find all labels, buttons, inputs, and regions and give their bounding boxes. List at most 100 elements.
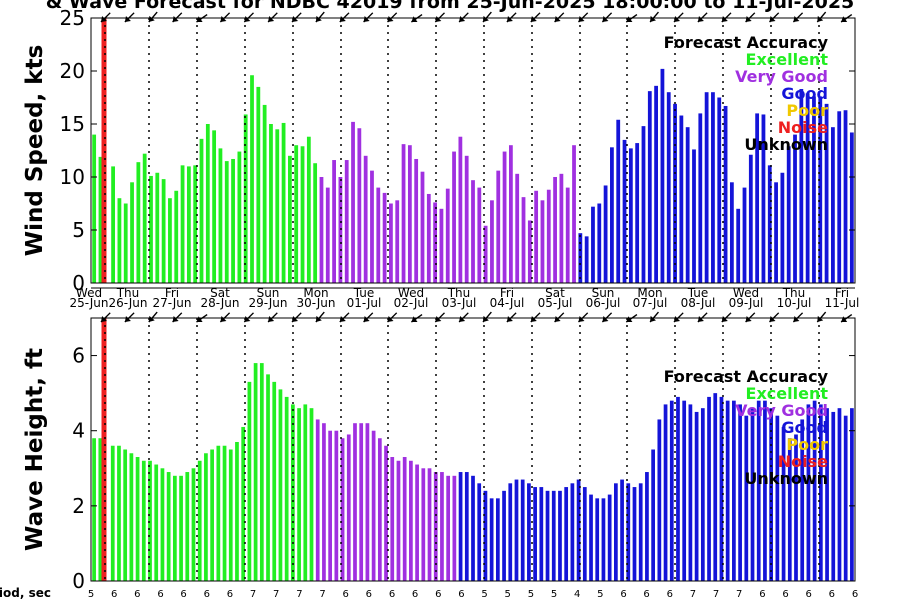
wind-direction-arrow [339,12,350,23]
bar-wind [717,97,722,283]
arrow-head [387,315,394,322]
bar-wave [576,479,581,581]
bar-wave [185,472,190,581]
bar-wind [824,103,829,283]
arrow-head [745,15,752,22]
bar-wave [595,498,600,581]
bar-wind [180,165,185,283]
legend-item-excellent: Excellent [746,50,829,69]
wind-direction-arrow [578,12,589,23]
legend-item-good: Good [781,84,828,103]
arrow-head [244,15,251,22]
wind-direction-arrow [267,12,278,23]
bar-wave [353,423,357,581]
day-label-date: 07-Jul [633,296,668,310]
arrow-head [745,315,752,322]
legend-title: Forecast Accuracy [664,367,829,386]
wind-direction-arrow [124,312,135,323]
bar-wind [774,182,778,283]
bar-wave [346,434,351,581]
bar-wave [433,472,438,581]
y-tick-label: 0 [72,271,85,295]
day-label-date: 30-Jun [296,296,335,310]
y-tick-label: 0 [72,569,85,593]
bar-wave [92,438,96,581]
period-value: 7 [296,589,302,600]
wind-direction-arrow [506,312,517,323]
day-label-dow: Wed [398,286,424,300]
arrow-head [339,315,346,322]
wind-direction-arrow [243,312,254,323]
arrow-head [268,15,275,22]
bar-wind [193,165,198,283]
bar-wind [123,203,128,283]
bar-wave [117,445,121,581]
period-value: 5 [481,589,487,600]
day-label-dow: Mon [303,286,328,300]
wind-direction-arrow [410,13,423,23]
wind-direction-arrow [649,11,659,23]
bar-wind [452,151,456,283]
legend-item-poor: Poor [786,101,828,120]
arrow-head [554,315,561,322]
bar-wind [641,126,646,284]
wind-direction-arrow [554,12,565,23]
wind-direction-arrow [578,312,589,323]
bar-wave [651,449,655,581]
wind-direction-arrow [625,13,638,23]
bar-wind [660,68,665,283]
wind-direction-arrow [840,313,853,323]
arrow-head [292,315,299,322]
day-label-dow: Fri [835,286,849,300]
bar-wave [756,400,761,581]
bar-wind [698,113,703,284]
period-value: 6 [111,589,117,600]
bar-wave [682,400,687,581]
legend-item-very-good: Very Good [735,67,828,86]
arrow-head [196,16,203,22]
period-value: 7 [713,589,719,600]
bar-wind [490,200,494,283]
bar-wind [849,132,854,283]
bar-wave [688,404,693,581]
bar-wave [179,475,183,581]
day-label-dow: Mon [637,286,662,300]
bar-wind [117,198,122,283]
bar-wind [553,177,557,283]
bar-wind [445,188,450,283]
day-label-dow: Sat [545,286,565,300]
bar-wave [514,479,519,581]
bar-wave [315,419,320,581]
bar-wind [843,110,848,283]
bar-wave [700,408,705,581]
bar-wave [284,396,289,581]
bar-wave [831,411,836,581]
bar-wind [464,155,469,283]
wind-direction-arrow [458,312,469,323]
period-value: 5 [551,589,557,600]
bar-wave [340,438,345,581]
bar-wave [527,483,531,581]
wind-direction-arrow [196,13,208,23]
bar-wind [224,161,229,283]
bar-wave [663,404,668,581]
wind-direction-arrow [267,312,278,323]
arrow-head [578,315,585,322]
bar-wind [767,165,772,283]
wind-direction-arrow [387,312,398,323]
bar-wave [384,445,388,581]
bar-wind [395,200,400,283]
plot-frame [90,17,856,284]
bar-wave [222,445,227,581]
bar-wind [382,192,387,283]
bar-wave [495,498,500,581]
day-label-dow: Tue [353,286,375,300]
wind-direction-arrow [148,11,158,23]
bar-wave [458,472,463,581]
bar-wind [256,86,261,284]
bar-wind [407,145,412,283]
period-value: 6 [759,589,765,600]
bar-wave [253,363,258,581]
arrow-head [124,15,131,22]
wind-direction-arrow [458,12,469,23]
